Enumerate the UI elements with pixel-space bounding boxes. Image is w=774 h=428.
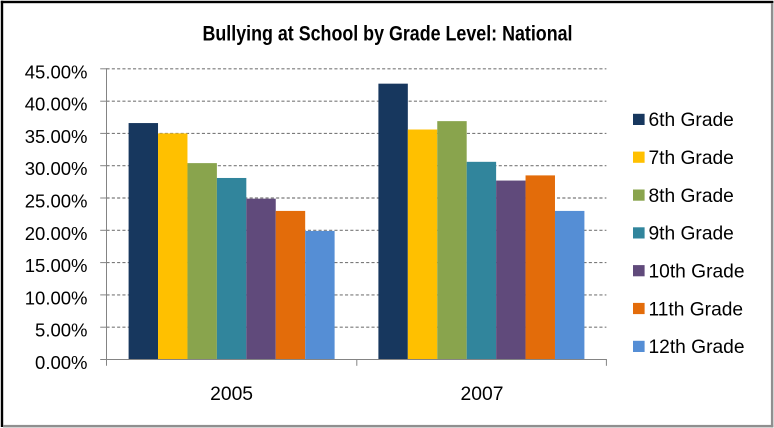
svg-text:Bullying at School by Grade Le: Bullying at School by Grade Level: Natio… [203, 23, 573, 46]
svg-text:20.00%: 20.00% [25, 223, 88, 244]
svg-text:11th Grade: 11th Grade [649, 299, 744, 320]
svg-text:12th Grade: 12th Grade [649, 337, 745, 358]
svg-text:2007: 2007 [461, 384, 504, 405]
svg-text:9th Grade: 9th Grade [649, 224, 734, 245]
svg-text:40.00%: 40.00% [25, 94, 88, 115]
svg-text:8th Grade: 8th Grade [649, 186, 734, 207]
svg-text:7th Grade: 7th Grade [649, 148, 734, 169]
svg-text:15.00%: 15.00% [25, 255, 88, 276]
svg-text:2005: 2005 [210, 384, 253, 405]
svg-text:10th Grade: 10th Grade [649, 262, 745, 283]
svg-text:30.00%: 30.00% [25, 158, 88, 179]
svg-text:0.00%: 0.00% [35, 352, 87, 373]
svg-text:25.00%: 25.00% [25, 191, 88, 212]
svg-text:45.00%: 45.00% [25, 61, 88, 82]
svg-text:35.00%: 35.00% [25, 126, 88, 147]
svg-text:5.00%: 5.00% [35, 320, 87, 341]
svg-text:10.00%: 10.00% [25, 287, 88, 308]
svg-text:6th Grade: 6th Grade [649, 110, 734, 131]
